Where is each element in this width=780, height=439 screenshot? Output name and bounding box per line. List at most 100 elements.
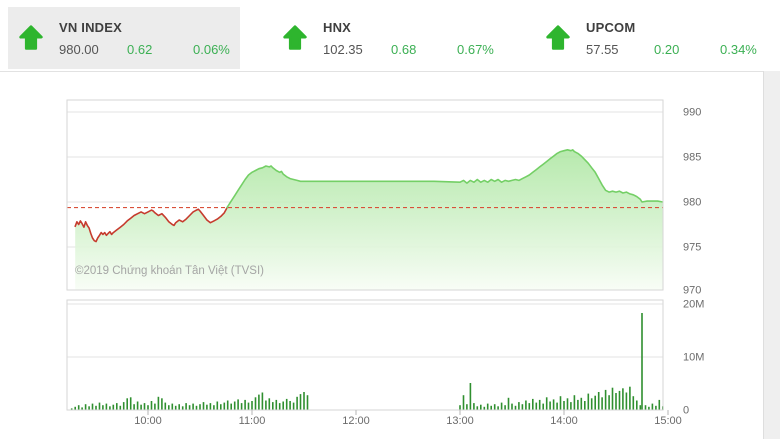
- price-y-axis-label: 990: [683, 107, 701, 119]
- volume-bar: [185, 403, 187, 410]
- volume-bar: [476, 406, 479, 410]
- volume-bar: [490, 405, 492, 410]
- volume-bar: [275, 399, 278, 410]
- volume-bar: [473, 403, 475, 410]
- volume-bar: [282, 401, 284, 410]
- volume-bars: [70, 313, 664, 411]
- volume-bar: [641, 313, 643, 410]
- volume-bar: [497, 406, 499, 410]
- index-tile-hnx[interactable]: HNX 102.35 0.68 0.67%: [265, 7, 505, 69]
- up-arrow-icon: [16, 23, 46, 53]
- volume-bar: [625, 392, 628, 410]
- volume-bar: [268, 398, 271, 410]
- volume-bar: [140, 404, 142, 410]
- volume-bar: [289, 401, 291, 410]
- volume-bar: [532, 398, 534, 410]
- volume-bar: [195, 405, 198, 410]
- index-value: 102.35: [323, 41, 363, 57]
- volume-bar: [105, 403, 108, 410]
- price-line-above-reference: [226, 149, 664, 209]
- volume-bar: [459, 405, 461, 410]
- volume-bar: [584, 401, 586, 410]
- volume-bar: [136, 401, 139, 410]
- volume-bar: [622, 388, 624, 410]
- volume-bar: [556, 402, 558, 410]
- volume-bar: [81, 407, 83, 410]
- volume-bar: [143, 403, 146, 410]
- volume-bar: [188, 405, 191, 410]
- index-name: VN INDEX: [59, 19, 123, 35]
- volume-bar: [164, 402, 167, 410]
- volume-bar: [521, 404, 524, 410]
- volume-bar: [174, 405, 177, 410]
- volume-bar: [545, 397, 548, 410]
- volume-chart: 20M 10M 0: [66, 299, 704, 417]
- time-axis-label: 14:00: [550, 415, 578, 427]
- market-indices-bar: VN INDEX 980.00 0.62 0.06% HNX 102.35 0.…: [0, 0, 763, 72]
- time-axis-label: 15:00: [654, 415, 682, 427]
- time-axis-label: 11:00: [239, 415, 266, 427]
- volume-bar: [655, 405, 657, 410]
- volume-bar: [223, 402, 226, 410]
- volume-bar: [601, 397, 603, 410]
- volume-bar: [91, 403, 94, 410]
- volume-bar: [462, 395, 465, 410]
- volume-bar: [181, 406, 184, 410]
- volume-y-axis-label: 0: [683, 405, 689, 417]
- time-axis-label: 12:00: [342, 415, 370, 427]
- volume-bar: [77, 405, 80, 410]
- volume-plot-area[interactable]: [67, 300, 663, 410]
- volume-bar: [84, 404, 87, 410]
- volume-bar: [518, 402, 520, 410]
- index-tile-vnindex[interactable]: VN INDEX 980.00 0.62 0.06%: [8, 7, 240, 69]
- index-change-percent: 0.34%: [720, 41, 757, 57]
- volume-bar: [74, 406, 76, 410]
- index-tile-upcom[interactable]: UPCOM 57.55 0.20 0.34%: [528, 7, 763, 69]
- volume-bar: [480, 404, 482, 410]
- volume-bar: [278, 403, 281, 410]
- volume-bar: [303, 392, 305, 410]
- volume-bar: [500, 402, 503, 410]
- index-change: 0.62: [127, 41, 153, 57]
- volume-bar: [119, 405, 122, 410]
- volume-bar: [296, 396, 298, 411]
- volume-bar: [632, 396, 635, 410]
- volume-bar: [639, 405, 642, 410]
- price-plot-border: [66, 99, 664, 291]
- volume-bar: [566, 398, 569, 410]
- volume-bar: [648, 406, 650, 410]
- volume-bar: [168, 405, 170, 410]
- time-axis-label: 13:00: [446, 415, 474, 427]
- up-arrow-icon: [543, 23, 573, 53]
- volume-bar: [549, 401, 551, 410]
- volume-bar: [116, 403, 118, 410]
- index-change-percent: 0.06%: [193, 41, 230, 57]
- price-y-axis-label: 980: [683, 197, 701, 209]
- volume-bar: [129, 397, 132, 410]
- volume-bar: [573, 395, 576, 410]
- index-change: 0.20: [654, 41, 680, 57]
- volume-bar: [98, 402, 101, 410]
- price-chart: 990 985 980 975 970: [66, 99, 701, 297]
- volume-bar: [570, 402, 572, 410]
- volume-bar: [285, 398, 288, 410]
- volume-bar: [590, 398, 593, 410]
- volume-bar: [154, 403, 156, 410]
- index-change-percent: 0.67%: [457, 41, 494, 57]
- volume-bar: [70, 408, 73, 410]
- page-scroll-gutter[interactable]: [763, 71, 780, 439]
- volume-bar: [157, 396, 160, 411]
- index-value: 980.00: [59, 41, 99, 57]
- volume-bar: [109, 406, 111, 410]
- volume-bar: [604, 389, 607, 410]
- volume-bar: [209, 403, 212, 410]
- price-y-axis-label: 985: [683, 152, 701, 164]
- copyright-watermark: ©2019 Chứng khoán Tân Việt (TVSI): [75, 265, 264, 277]
- volume-bar: [597, 392, 600, 410]
- volume-bar: [514, 405, 517, 410]
- volume-bar: [102, 405, 104, 410]
- index-name: HNX: [323, 19, 352, 35]
- volume-bar: [150, 401, 153, 410]
- volume-bar: [265, 400, 267, 410]
